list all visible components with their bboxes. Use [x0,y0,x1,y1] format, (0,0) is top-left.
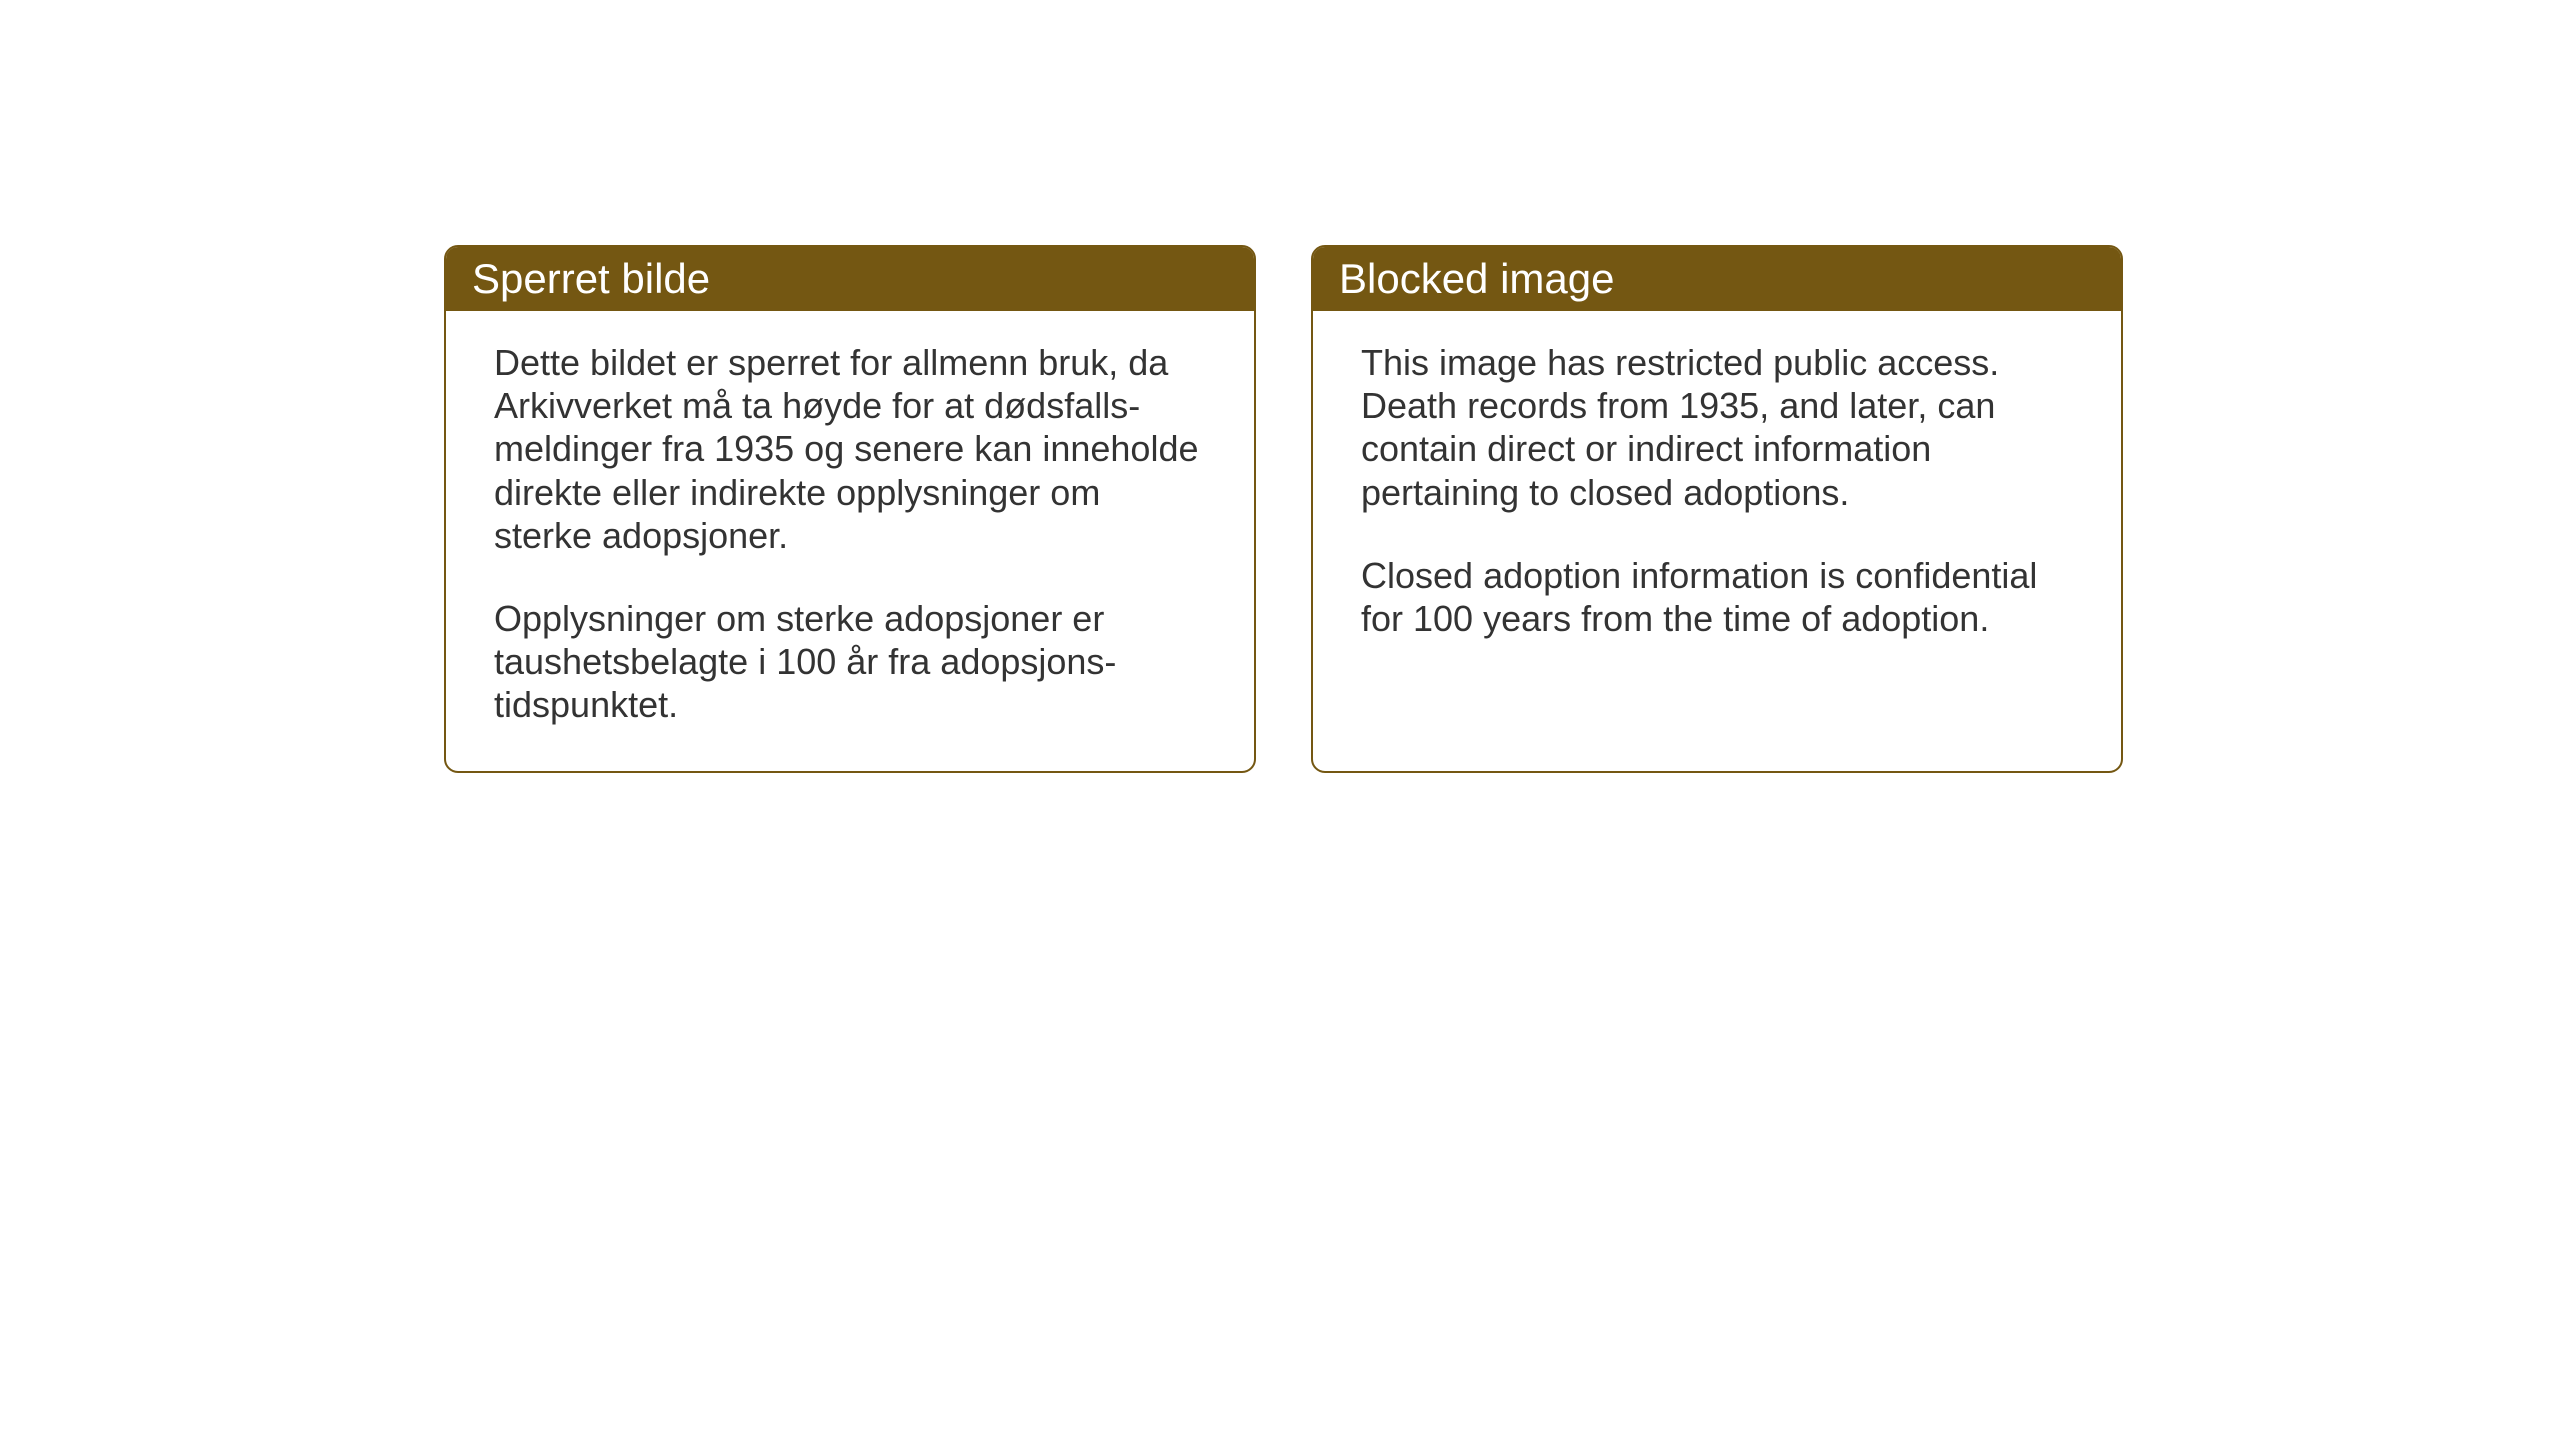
english-paragraph-1: This image has restricted public access.… [1361,341,2073,514]
norwegian-notice-card: Sperret bilde Dette bildet er sperret fo… [444,245,1256,773]
english-paragraph-2: Closed adoption information is confident… [1361,554,2073,640]
norwegian-card-body: Dette bildet er sperret for allmenn bruk… [446,311,1254,771]
notice-container: Sperret bilde Dette bildet er sperret fo… [444,245,2123,773]
norwegian-card-title: Sperret bilde [446,247,1254,311]
english-card-title: Blocked image [1313,247,2121,311]
norwegian-paragraph-2: Opplysninger om sterke adopsjoner er tau… [494,597,1206,727]
norwegian-paragraph-1: Dette bildet er sperret for allmenn bruk… [494,341,1206,557]
english-notice-card: Blocked image This image has restricted … [1311,245,2123,773]
english-card-body: This image has restricted public access.… [1313,311,2121,684]
